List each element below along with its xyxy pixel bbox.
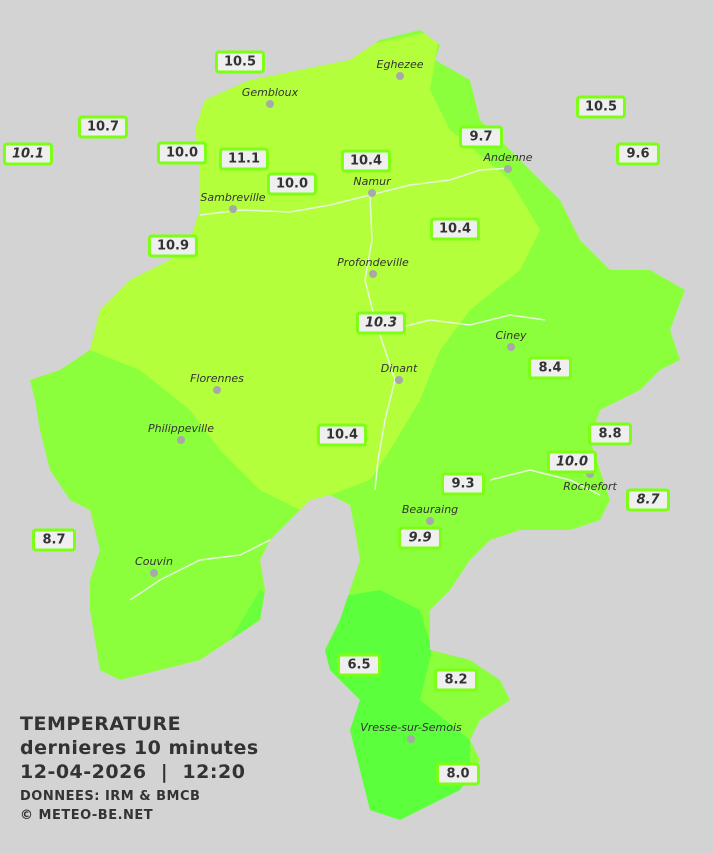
city-dot [586, 470, 594, 478]
station-temperature: 9.9 [398, 526, 442, 550]
city-dot [213, 386, 221, 394]
city-label: Gembloux [241, 86, 299, 99]
city-label: Ciney [495, 329, 527, 342]
city-dot [396, 72, 404, 80]
station-temperature: 10.3 [355, 311, 407, 335]
station-temperature: 10.9 [147, 234, 199, 258]
legend-subtitle: dernieres 10 minutes [20, 737, 259, 759]
station-temperature: 9.6 [616, 142, 660, 166]
city-label: Beauraing [401, 503, 459, 516]
station-temperature: 8.8 [588, 422, 632, 446]
station-temperature: 10.7 [77, 115, 129, 139]
station-temperature: 8.7 [32, 528, 76, 552]
legend-source: DONNEES: IRM & BMCB [20, 789, 201, 804]
city-dot [504, 165, 512, 173]
city-label: Vresse-sur-Semois [360, 721, 462, 734]
city-label: Andenne [483, 151, 533, 164]
legend-copyright: © METEO-BE.NET [20, 808, 154, 823]
station-temperature: 10.0 [156, 141, 208, 165]
station-temperature: 10.4 [316, 423, 368, 447]
city-dot [150, 569, 158, 577]
station-temperature: 9.3 [441, 472, 485, 496]
station-temperature: 8.7 [626, 488, 670, 512]
city-label: Florennes [190, 372, 244, 385]
station-temperature: 10.5 [214, 50, 266, 74]
station-temperature: 8.0 [436, 762, 480, 786]
city-dot [369, 270, 377, 278]
station-temperature: 10.1 [2, 142, 54, 166]
legend-title: TEMPERATURE [20, 713, 182, 735]
station-temperature: 8.2 [434, 668, 478, 692]
station-temperature: 8.4 [528, 356, 572, 380]
station-temperature: 10.0 [546, 450, 598, 474]
city-dot [177, 436, 185, 444]
station-temperature: 6.5 [337, 653, 381, 677]
city-dot [426, 517, 434, 525]
city-label: Namur [353, 175, 391, 188]
city-dot [507, 343, 515, 351]
station-temperature: 9.7 [459, 125, 503, 149]
city-dot [229, 205, 237, 213]
city-label: Sambreville [200, 191, 266, 204]
station-temperature: 10.4 [340, 149, 392, 173]
station-temperature: 11.1 [218, 147, 270, 171]
station-temperature: 10.0 [266, 172, 318, 196]
city-dot [266, 100, 274, 108]
city-dot [407, 735, 415, 743]
city-label: Philippeville [148, 422, 214, 435]
city-label: Profondeville [337, 256, 409, 269]
city-dot [368, 189, 376, 197]
city-dot [395, 376, 403, 384]
city-label: Couvin [135, 555, 173, 568]
city-label: Rochefort [563, 480, 617, 493]
station-temperature: 10.4 [429, 217, 481, 241]
legend-datetime: 12-04-2026 | 12:20 [20, 761, 246, 783]
city-label: Dinant [380, 362, 418, 375]
station-temperature: 10.5 [575, 95, 627, 119]
city-label: Eghezee [376, 58, 424, 71]
legend: TEMPERATURE dernieres 10 minutes 12-04-2… [20, 712, 259, 825]
rivers [129, 167, 601, 601]
